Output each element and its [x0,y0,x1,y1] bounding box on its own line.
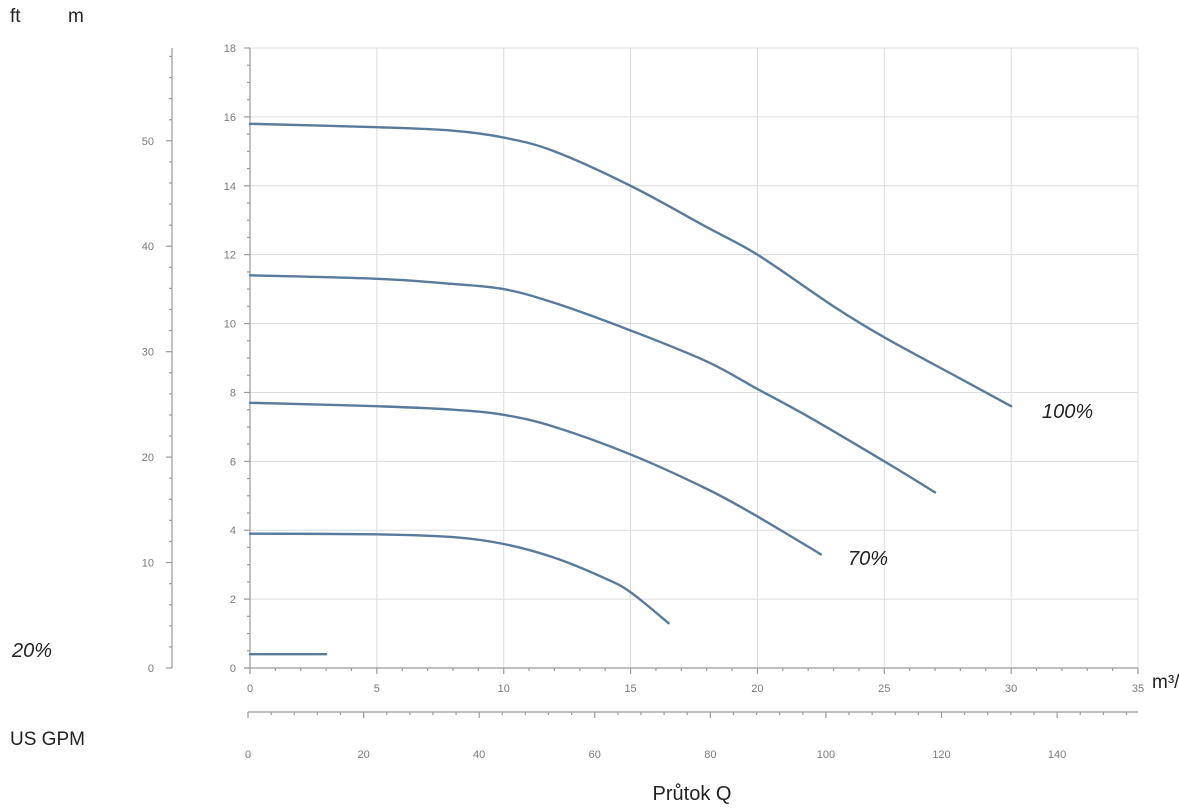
gpm-tick-label: 40 [473,749,485,761]
ft-tick-label: 20 [142,452,154,464]
m-tick-label: 6 [230,456,236,468]
gpm-tick-label: 80 [704,749,716,761]
gpm-tick-label: 0 [245,749,251,761]
x-tick-label: 10 [498,683,510,695]
m-tick-label: 16 [224,112,236,124]
m-unit-label: m [68,6,84,27]
series-label-70pct: 70% [848,548,888,570]
labels: 0 5 10 15 20 25 30 35 0 2 4 6 8 10 12 14 16 18 0 10 20 30 40 50… [11,43,1144,761]
x-tick-label: 35 [1132,683,1144,695]
series-line-4 [248,532,670,625]
ft-tick-label: 50 [142,136,154,148]
m-tick-label: 2 [230,594,236,606]
m-tick-label: 8 [230,387,236,399]
series-line-1 [248,122,1013,408]
grid [249,47,1139,668]
gpm-tick-label: 60 [589,749,601,761]
m-tick-label: 14 [224,181,236,193]
x-tick-label: 30 [1005,683,1017,695]
ft-unit-label: ft [10,6,21,27]
series-line-3 [248,401,823,556]
m-tick-label: 10 [224,319,236,331]
m-tick-label: 12 [224,250,236,262]
series-label-100pct: 100% [1042,401,1093,423]
x-unit-label: m³/h [1152,672,1179,693]
gpm-tick-label: 140 [1048,749,1066,761]
x-axis-title: Průtok Q [653,783,732,805]
ft-tick-label: 30 [142,347,154,359]
gpm-tick-label: 120 [932,749,950,761]
series [248,122,1013,656]
x-tick-label: 0 [247,683,253,695]
series-line-2 [248,274,937,494]
m-tick-label: 18 [224,43,236,55]
x-tick-label: 5 [374,683,380,695]
x-tick-label: 25 [878,683,890,695]
gpm-tick-label: 100 [817,749,835,761]
ft-tick-label: 0 [148,663,154,675]
axes [166,47,1139,718]
series-label-20pct: 20% [11,640,52,662]
ft-tick-label: 40 [142,241,154,253]
x-tick-label: 20 [751,683,763,695]
m-tick-label: 4 [230,525,236,537]
gpm-axis-label: US GPM [10,729,85,750]
m-tick-label: 0 [230,663,236,675]
gpm-tick-label: 20 [357,749,369,761]
x-tick-label: 15 [624,683,636,695]
ft-tick-label: 10 [142,558,154,570]
